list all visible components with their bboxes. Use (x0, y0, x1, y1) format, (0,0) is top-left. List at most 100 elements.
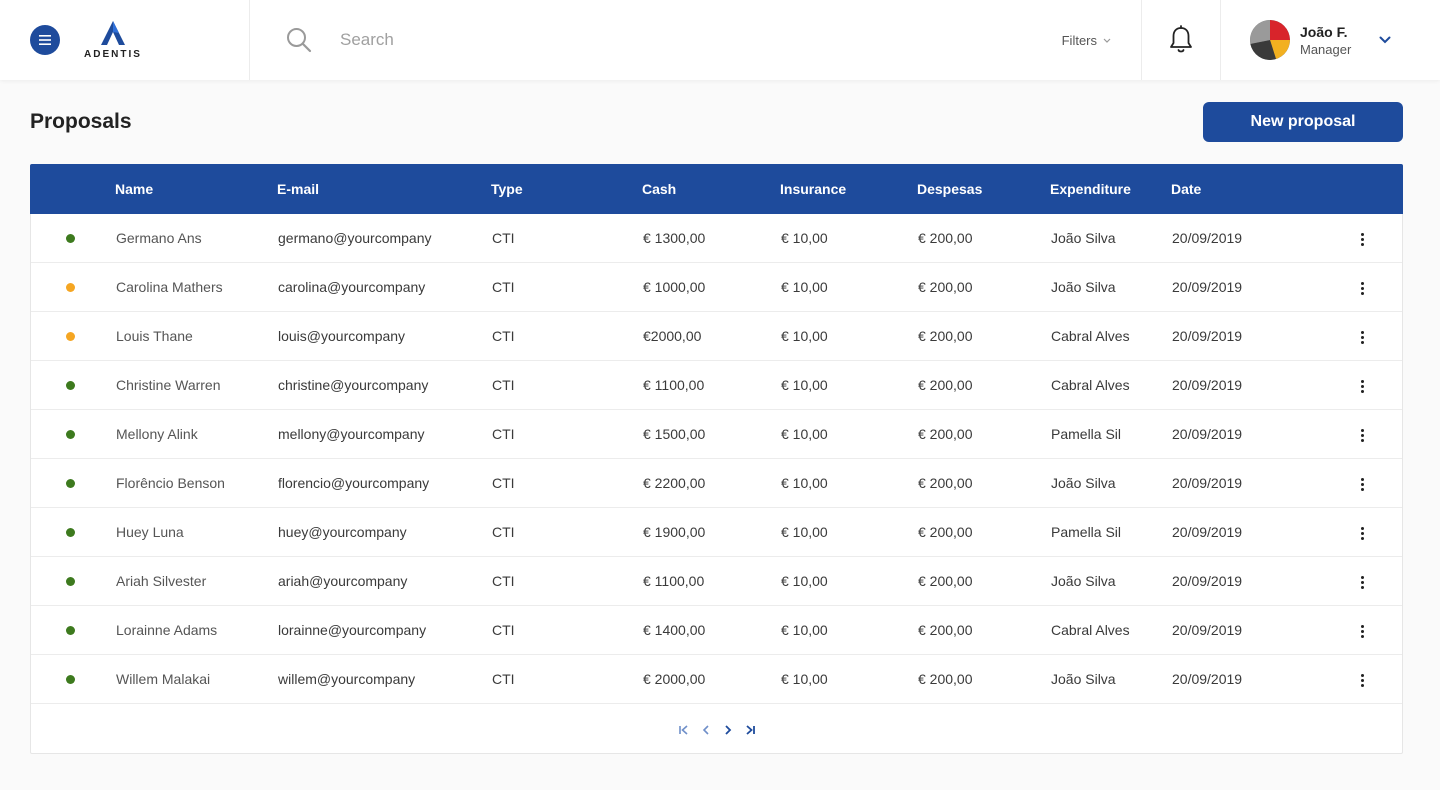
first-page-button[interactable] (673, 719, 695, 741)
column-header-despesas[interactable]: Despesas (917, 181, 983, 197)
cell-despesas: € 200,00 (918, 524, 973, 540)
filters-dropdown[interactable]: Filters (1062, 0, 1141, 80)
prev-page-button[interactable] (695, 719, 717, 741)
cell-date: 20/09/2019 (1172, 377, 1243, 393)
cell-name: Willem Malakai (116, 671, 211, 687)
next-page-button[interactable] (717, 719, 739, 741)
cell-date: 20/09/2019 (1172, 475, 1243, 491)
cell-insurance: € 10,00 (781, 475, 828, 491)
cell-date: 20/09/2019 (1172, 279, 1243, 295)
cell-insurance: € 10,00 (781, 328, 828, 344)
status-dot (66, 332, 75, 341)
cell-despesas: € 200,00 (918, 377, 973, 393)
cell-date: 20/09/2019 (1172, 328, 1243, 344)
table-row[interactable]: Florêncio Benson florencio@yourcompany CTI… (31, 459, 1402, 508)
kebab-dot (1360, 678, 1364, 682)
logo[interactable]: ADENTIS (84, 20, 142, 60)
kebab-dot (1360, 580, 1364, 584)
cell-expenditure: Cabral Alves (1051, 328, 1130, 344)
search-input[interactable] (340, 30, 960, 50)
cell-despesas: € 200,00 (918, 426, 973, 442)
cell-cash: € 2000,00 (643, 671, 706, 687)
row-actions-icon[interactable] (1351, 326, 1373, 348)
kebab-dot (1360, 281, 1364, 285)
kebab-dot (1360, 673, 1364, 677)
cell-despesas: € 200,00 (918, 328, 973, 344)
kebab-dot (1360, 482, 1364, 486)
cell-expenditure: João Silva (1051, 279, 1116, 295)
cell-name: Ariah Silvester (116, 573, 207, 589)
cell-despesas: € 200,00 (918, 671, 973, 687)
chevron-down-icon[interactable] (1379, 36, 1391, 44)
table-row[interactable]: Louis Thane louis@yourcompany CTI €2000,00 €… (31, 312, 1402, 361)
table-row[interactable]: Huey Luna huey@yourcompany CTI € 1900,00 € 1… (31, 508, 1402, 557)
table-row[interactable]: Willem Malakai willem@yourcompany CTI € 200… (31, 655, 1402, 704)
table-row[interactable]: Ariah Silvester ariah@yourcompany CTI € 110… (31, 557, 1402, 606)
kebab-dot (1360, 585, 1364, 589)
notifications-button[interactable] (1141, 0, 1221, 80)
cell-type: CTI (492, 475, 515, 491)
cell-date: 20/09/2019 (1172, 230, 1243, 246)
table-row[interactable]: Lorainne Adams lorainne@yourcompany CTI € 1… (31, 606, 1402, 655)
menu-button[interactable] (30, 25, 60, 55)
kebab-dot (1360, 477, 1364, 481)
column-header-insurance[interactable]: Insurance (780, 181, 847, 197)
row-actions-icon[interactable] (1351, 571, 1373, 593)
column-header-cash[interactable]: Cash (642, 181, 677, 197)
table-row[interactable]: Carolina Mathers carolina@yourcompany CTI €… (31, 263, 1402, 312)
cell-despesas: € 200,00 (918, 573, 973, 589)
cell-insurance: € 10,00 (781, 377, 828, 393)
cell-name: Louis Thane (116, 328, 193, 344)
column-header-date[interactable]: Date (1171, 181, 1202, 197)
filters-label: Filters (1061, 32, 1097, 48)
cell-insurance: € 10,00 (781, 426, 828, 442)
cell-despesas: € 200,00 (918, 475, 973, 491)
cell-expenditure: João Silva (1051, 573, 1116, 589)
new-proposal-button[interactable]: New proposal (1203, 102, 1403, 142)
avatar[interactable] (1250, 20, 1290, 60)
row-actions-icon[interactable] (1351, 473, 1373, 495)
row-actions-icon[interactable] (1351, 228, 1373, 250)
column-header-email[interactable]: E-mail (277, 181, 320, 197)
row-actions-icon[interactable] (1351, 669, 1373, 691)
table-row[interactable]: Germano Ans germano@yourcompany CTI € 1300,… (31, 214, 1402, 263)
status-dot (66, 626, 75, 635)
status-dot (66, 528, 75, 537)
cell-name: Germano Ans (116, 230, 202, 246)
table-row[interactable]: Christine Warren christine@yourcompany CTI… (31, 361, 1402, 410)
cell-insurance: € 10,00 (781, 279, 828, 295)
column-header-expenditure[interactable]: Expenditure (1050, 181, 1131, 197)
kebab-dot (1360, 428, 1364, 432)
cell-email: mellony@yourcompany (278, 426, 425, 442)
chevron-down-icon (1103, 38, 1111, 43)
cell-insurance: € 10,00 (781, 573, 828, 589)
cell-email: willem@yourcompany (278, 671, 416, 687)
bell-icon (1170, 25, 1192, 53)
column-header-name[interactable]: Name (115, 181, 154, 197)
row-actions-icon[interactable] (1351, 522, 1373, 544)
status-dot (66, 283, 75, 292)
cell-despesas: € 200,00 (918, 279, 973, 295)
table-row[interactable]: Mellony Alink mellony@yourcompany CTI € 150… (31, 410, 1402, 459)
column-header-type[interactable]: Type (491, 181, 523, 197)
kebab-dot (1360, 389, 1364, 393)
kebab-dot (1360, 379, 1364, 383)
cell-cash: € 1100,00 (643, 377, 705, 393)
hamburger-icon (39, 35, 51, 45)
kebab-dot (1360, 384, 1364, 388)
cell-name: Florêncio Benson (116, 475, 225, 491)
user-menu[interactable]: João F. Manager (1221, 0, 1440, 80)
search-icon[interactable] (286, 27, 312, 53)
row-actions-icon[interactable] (1351, 277, 1373, 299)
cell-date: 20/09/2019 (1172, 671, 1243, 687)
row-actions-icon[interactable] (1351, 620, 1373, 642)
cell-despesas: € 200,00 (918, 622, 973, 638)
kebab-dot (1360, 531, 1364, 535)
last-page-button[interactable] (739, 719, 761, 741)
row-actions-icon[interactable] (1351, 375, 1373, 397)
row-actions-icon[interactable] (1351, 424, 1373, 446)
cell-cash: € 1100,00 (643, 573, 705, 589)
kebab-dot (1360, 330, 1364, 334)
kebab-dot (1360, 340, 1364, 344)
kebab-dot (1360, 526, 1364, 530)
